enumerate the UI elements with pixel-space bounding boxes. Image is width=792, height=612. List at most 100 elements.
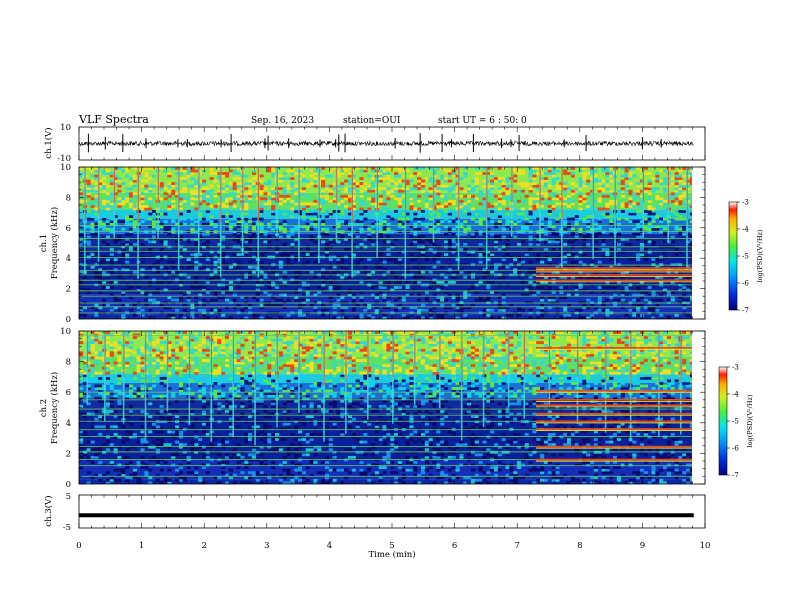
spectrum-cell [420,240,426,244]
spectrum-cell [105,478,111,482]
spectrum-cell [278,374,283,378]
spectrum-cell [194,243,199,246]
spectrum-cell [128,364,134,367]
spectrum-cell [497,268,502,272]
spectrum-cell [178,202,184,206]
spectrum-cell [474,179,479,183]
spectrum-cell [82,306,87,310]
spectrum-cell [505,253,510,256]
spectrum-cell [232,253,237,256]
spectrum-cell [286,258,291,262]
spectrum-cell [370,189,376,193]
spectrum-cell [528,316,533,319]
spectrum-cell [148,197,153,201]
spectrum-cell [378,174,383,178]
spectrum-cell [121,468,126,472]
spectrum-cell [578,192,583,196]
spectrum-cell [493,202,499,206]
spectrum-cell [171,316,176,319]
spectrum-cell [382,313,387,317]
spectrum-cell [94,222,99,226]
spectrum-cell [309,212,314,216]
spectrum-cell [297,478,303,482]
spectrum-cell [582,243,587,246]
spectrum-cell [113,333,118,337]
spectrum-cell [217,235,222,239]
spectrum-cell [282,341,287,345]
spectrum-cell [505,217,510,221]
spectrum-cell [178,237,184,241]
spectrum-cell [490,174,495,178]
spectrum-cell [259,222,264,226]
spectrum-cell [244,192,249,196]
spectrum-cell [382,306,387,310]
spectrum-cell [405,281,410,284]
spectrum-cell [267,366,272,370]
spectrum-cell [543,167,549,170]
spectrum-cell [221,197,226,201]
spectrum-cell [420,184,426,188]
spectrum-cell [182,169,187,173]
spectrum-cell [217,268,222,272]
spectrum-cell [586,192,591,196]
spectrum-cell [486,250,491,254]
spectrum-cell [109,179,114,183]
spectrum-cell [117,235,122,239]
spectrum-cell [175,172,180,175]
spectrum-cell [301,476,306,480]
spectrum-cell [251,440,257,444]
spectrum-cell [140,243,145,246]
spectrum-cell [79,445,84,449]
spectrum-cell [574,308,579,312]
spectrum-cell [224,197,230,201]
spectrum-cell [217,341,222,345]
spectrum-cell [413,281,418,284]
spectrum-cell [132,336,137,339]
spectrum-cell [125,478,130,482]
spectrum-cell [86,182,91,186]
spectrum-cell [589,303,595,307]
spectrum-cell [190,316,195,319]
spectrum-cell [563,202,568,206]
spectrum-cell [259,207,264,211]
spectrum-cell [420,182,426,186]
spectrum-cell [309,217,314,221]
spectrum-cell [236,356,241,360]
spectrum-cell [251,455,257,459]
spectrum-cell [136,361,141,365]
spectrum-cell [259,397,264,401]
spectrum-cell [175,187,180,191]
spectrum-cell [109,387,114,390]
spectrum-cell [532,291,537,294]
spectrum-cell [467,270,472,274]
spectrum-cell [282,461,287,464]
spectrum-cell [121,473,126,477]
spectrum-cell [540,298,545,302]
spectrum-cell [82,382,87,385]
spectrum-cell [624,286,629,289]
spectrum-cell [347,237,353,241]
spectrum-cell [232,197,237,201]
spectrum-cell [505,207,510,211]
spectrum-cell [578,207,583,211]
spectrum-cell [543,237,549,241]
spectrum-cell [79,199,84,203]
spectrum-cell [117,422,122,426]
spectrum-cell [336,222,341,226]
spectrum-cell [394,212,399,216]
spectrum-cell [82,392,87,396]
spectrum-cell [305,222,310,226]
spectrum-cell [551,248,556,251]
spectrum-cell [175,356,180,360]
spectrum-cell [224,199,230,203]
spectrum-cell [186,296,191,300]
spectrum-cell [286,343,291,347]
spectrum-cell [213,222,218,226]
spectrum-cell [639,227,645,231]
spectrum-cell [140,371,145,375]
spectrum-cell [105,440,111,444]
spectrum-cell [105,222,111,226]
spectrum-cell [540,306,545,310]
spectrum-cell [605,207,610,211]
spectrum-cell [570,202,575,206]
